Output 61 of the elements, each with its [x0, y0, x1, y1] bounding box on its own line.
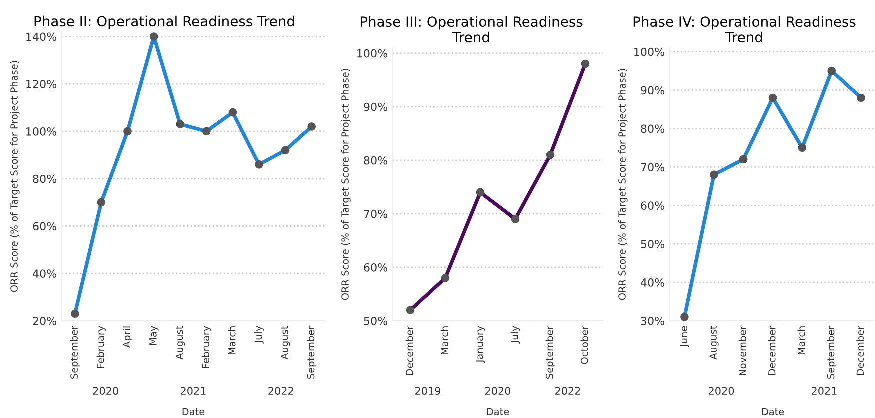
x-tick-label: August [710, 326, 719, 360]
x-axis-title: Date [182, 408, 205, 416]
y-tick-label: 60% [364, 263, 388, 272]
x-tick-label: September [827, 326, 837, 379]
y-tick-label: 100% [634, 48, 665, 56]
x-tick-label: September [70, 326, 80, 379]
x-tick-label: August [176, 326, 186, 360]
text: 2019 [416, 387, 441, 396]
y-tick-label: 70% [641, 163, 665, 172]
text: 2020 [709, 387, 734, 396]
y-axis-title: ORR Score (% of Target Score for Project Phase) [618, 69, 628, 300]
x-tick-label: September [307, 326, 317, 379]
y-tick-label: 60% [33, 222, 57, 231]
x-tick-label: February [96, 326, 106, 368]
y-tick-label: 80% [364, 156, 388, 165]
y-tick-label: 100% [26, 127, 57, 136]
x-tick-label: June [680, 326, 690, 348]
x-tick-label: December [768, 326, 776, 376]
text: 2022 [556, 387, 580, 396]
y-tick-label: 50% [641, 240, 665, 248]
y-axis-title: ORR Score (% of Target Score for Project Phase) [341, 69, 351, 300]
chart-title: Phase IV: Operational Readiness Trend [634, 16, 856, 43]
y-axis-title: ORR Score (% of Target Score for Project Phase) [10, 61, 20, 292]
x-tick-label: September [546, 326, 556, 379]
y-tick-label: 80% [33, 174, 57, 184]
x-tick-label: January [476, 326, 486, 364]
text: 2020 [93, 387, 118, 396]
y-tick-label: 120% [26, 80, 57, 88]
x-tick-label: July [510, 326, 520, 344]
y-tick-label: 70% [364, 210, 388, 218]
y-tick-label: 50% [364, 316, 388, 326]
text: 2021 [181, 387, 206, 396]
y-tick-label: 140% [26, 32, 57, 42]
x-axis-title: Date [762, 408, 784, 416]
y-tick-label: 30% [641, 316, 665, 326]
x-tick-label: July [254, 326, 264, 344]
y-tick-label: 60% [641, 202, 665, 210]
x-tick-label: August [281, 326, 290, 360]
chart-title: Phase II: Operational Readiness Trend [34, 16, 294, 30]
x-axis-title: Date [487, 408, 510, 416]
x-tick-label: May [150, 326, 159, 346]
x-tick-label: November [738, 326, 746, 376]
x-tick-label: March [798, 326, 806, 355]
x-tick-label: December [856, 326, 864, 376]
y-tick-label: 90% [641, 86, 665, 95]
y-tick-label: 40% [32, 270, 57, 278]
text: 2022 [268, 387, 294, 396]
text: 2020 [486, 387, 511, 396]
chart-title: Phase III: Operational Readiness Trend [360, 16, 583, 43]
x-tick-label: March [440, 326, 448, 355]
x-tick-label: December [406, 326, 414, 376]
x-tick-label: April [123, 326, 132, 348]
y-tick-label: 20% [33, 316, 57, 326]
y-tick-label: 100% [358, 49, 388, 58]
y-tick-label: 40% [640, 278, 665, 287]
x-tick-label: February [202, 326, 212, 368]
y-tick-label: 90% [364, 102, 388, 112]
y-tick-label: 80% [641, 124, 665, 134]
x-tick-label: October [580, 326, 588, 364]
x-tick-label: March [228, 326, 236, 355]
text: 2021 [812, 387, 837, 396]
